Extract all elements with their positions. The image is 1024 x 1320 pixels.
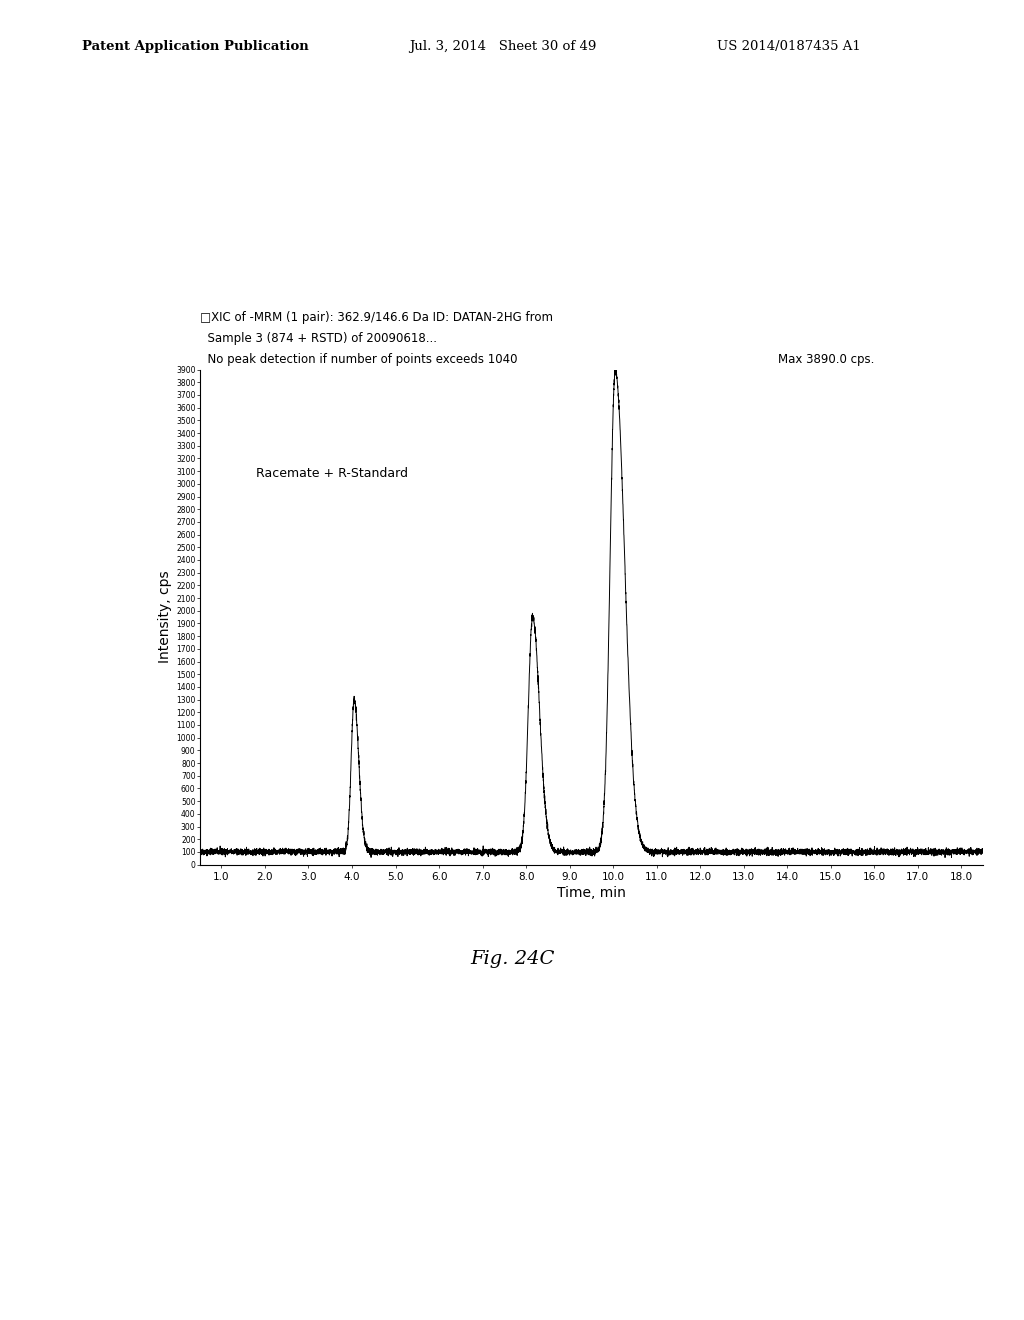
Text: Patent Application Publication: Patent Application Publication	[82, 40, 308, 53]
Text: □XIC of -MRM (1 pair): 362.9/146.6 Da ID: DATAN-2HG from: □XIC of -MRM (1 pair): 362.9/146.6 Da ID…	[200, 310, 553, 323]
Text: Racemate + R-Standard: Racemate + R-Standard	[256, 467, 409, 480]
Text: Sample 3 (874 + RSTD) of 20090618...: Sample 3 (874 + RSTD) of 20090618...	[200, 331, 436, 345]
Y-axis label: Intensity, cps: Intensity, cps	[158, 570, 172, 664]
Text: Max 3890.0 cps.: Max 3890.0 cps.	[778, 352, 874, 366]
X-axis label: Time, min: Time, min	[557, 887, 626, 900]
Text: Fig. 24C: Fig. 24C	[470, 949, 554, 968]
Text: US 2014/0187435 A1: US 2014/0187435 A1	[717, 40, 860, 53]
Text: Jul. 3, 2014   Sheet 30 of 49: Jul. 3, 2014 Sheet 30 of 49	[410, 40, 597, 53]
Text: No peak detection if number of points exceeds 1040: No peak detection if number of points ex…	[200, 352, 517, 366]
